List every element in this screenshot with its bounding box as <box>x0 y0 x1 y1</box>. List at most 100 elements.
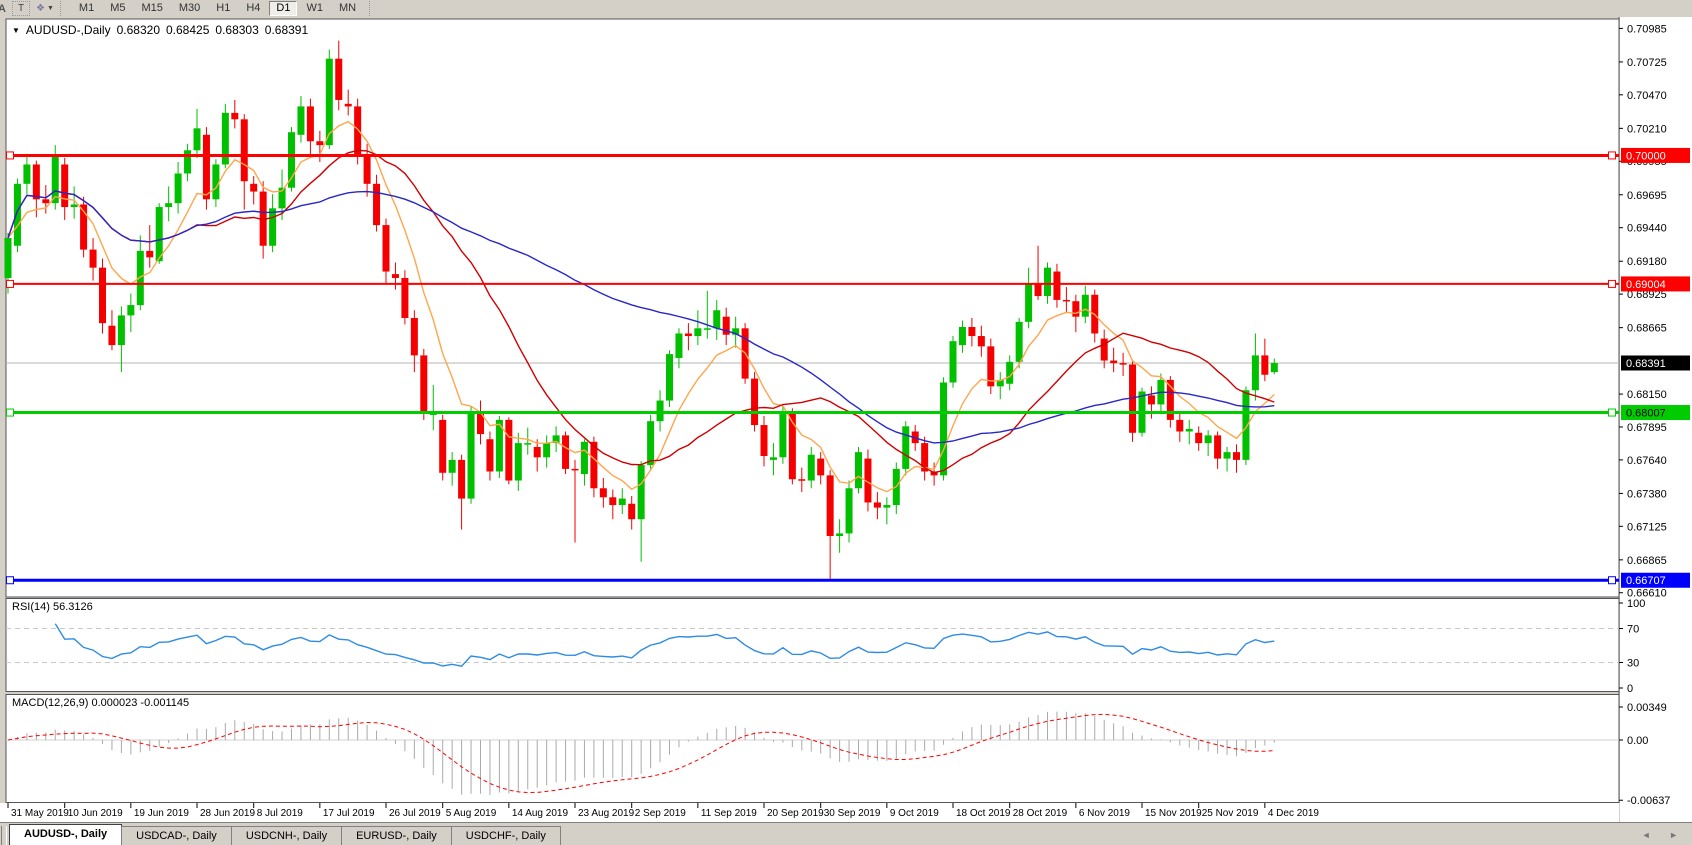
ma-slow-line <box>7 190 1275 444</box>
date-label: 28 Oct 2019 <box>1013 808 1068 819</box>
chart-window: 0.709850.707250.704700.702100.699550.696… <box>0 17 1692 822</box>
timeframe-button-mn[interactable]: MN <box>332 1 363 16</box>
line-handle[interactable] <box>1608 151 1616 160</box>
date-label: 11 Sep 2019 <box>701 808 757 819</box>
svg-text:0.70725: 0.70725 <box>1627 57 1667 69</box>
timeframe-button-h4[interactable]: H4 <box>239 1 267 16</box>
main-panel <box>5 18 1620 598</box>
macd-panel <box>5 694 1620 803</box>
date-label: 28 Jun 2019 <box>200 808 255 819</box>
date-label: 20 Sep 2019 <box>767 808 824 819</box>
svg-text:0.67125: 0.67125 <box>1627 521 1667 533</box>
arrows-tool-button[interactable]: ❖ ▼ <box>36 3 54 14</box>
price-badge-0.69004[interactable] <box>1621 276 1690 292</box>
dropdown-caret-icon: ▼ <box>46 5 54 12</box>
svg-text:0.70000: 0.70000 <box>1626 150 1666 162</box>
rsi-axis-label: 0 <box>1627 683 1633 695</box>
svg-text:0.68007: 0.68007 <box>1626 408 1666 420</box>
rsi-panel <box>5 598 1620 692</box>
price-badge-0.70000[interactable] <box>1621 147 1690 163</box>
svg-text:0.66865: 0.66865 <box>1627 555 1667 567</box>
collapse-arrow-icon[interactable]: ▼ <box>12 25 20 35</box>
line-handle[interactable] <box>6 279 14 288</box>
chart-tab-eurusd[interactable]: EURUSD-, Daily <box>341 826 452 845</box>
date-label: 23 Aug 2019 <box>578 808 635 819</box>
date-label: 14 Aug 2019 <box>512 808 569 819</box>
chart-tabs-bar: AUDUSD-, Daily USDCAD-, Daily USDCNH-, Dai… <box>0 822 1692 845</box>
svg-text:0.68925: 0.68925 <box>1627 289 1667 301</box>
rsi-line <box>54 623 1275 667</box>
open-value: 0.68320 <box>116 23 160 37</box>
date-label: 6 Nov 2019 <box>1079 808 1131 819</box>
chart-canvas[interactable]: 0.709850.707250.704700.702100.699550.696… <box>0 17 1692 822</box>
svg-text:0.66610: 0.66610 <box>1627 588 1667 600</box>
tab-scroll-arrows[interactable]: ◄ ► <box>1641 830 1686 840</box>
svg-text:0.67895: 0.67895 <box>1627 422 1667 434</box>
rsi-indicator-label: RSI(14) 56.3126 <box>12 601 93 613</box>
svg-text:0.70210: 0.70210 <box>1627 123 1667 135</box>
date-label: 5 Aug 2019 <box>446 808 497 819</box>
timeframe-button-d1[interactable]: D1 <box>269 1 298 16</box>
svg-text:0.67640: 0.67640 <box>1627 455 1667 467</box>
timeframe-button-w1[interactable]: W1 <box>299 1 330 16</box>
close-value: 0.68391 <box>264 23 309 37</box>
partial-cursor-icon: A <box>0 2 6 15</box>
svg-text:0.68665: 0.68665 <box>1627 323 1667 335</box>
time-axis-background <box>0 803 1619 822</box>
svg-text:0.69004: 0.69004 <box>1626 279 1666 291</box>
date-label: 10 Jun 2019 <box>68 808 123 819</box>
macd-axis-label: 0.00349 <box>1627 702 1667 714</box>
macd-axis-label: 0.00 <box>1627 735 1648 747</box>
date-label: 19 Jun 2019 <box>134 808 189 819</box>
chart-title: ▼ AUDUSD-,Daily 0.68320 0.68425 0.68303 … <box>12 23 308 37</box>
toolbar: A T ❖ ▼ M1 M5 M15 M30 H1 H4 D1 W1 MN <box>0 0 1692 17</box>
macd-axis-label: -0.00637 <box>1627 795 1670 807</box>
svg-text:0.70470: 0.70470 <box>1627 90 1667 102</box>
toolbar-separator <box>59 1 66 16</box>
line-handle[interactable] <box>6 151 14 160</box>
date-label: 4 Dec 2019 <box>1268 808 1320 819</box>
symbol-period-label: AUDUSD-,Daily <box>25 23 111 37</box>
chart-tab-usdcad[interactable]: USDCAD-, Daily <box>121 826 232 845</box>
timeframe-toolbar: M1 M5 M15 M30 H1 H4 D1 W1 MN <box>72 1 363 16</box>
chart-tab-audusd[interactable]: AUDUSD-, Daily <box>9 824 123 845</box>
svg-text:0.69440: 0.69440 <box>1627 223 1667 235</box>
svg-text:0.69695: 0.69695 <box>1627 190 1667 202</box>
svg-text:0.67380: 0.67380 <box>1627 488 1667 500</box>
rsi-axis-label: 100 <box>1627 598 1645 610</box>
svg-text:0.68391: 0.68391 <box>1626 358 1666 370</box>
timeframe-button-h1[interactable]: H1 <box>209 1 237 16</box>
line-handle[interactable] <box>6 576 14 585</box>
arrows-tool-icon: ❖ <box>36 3 45 14</box>
timeframe-button-m1[interactable]: M1 <box>72 1 101 16</box>
ma-mid-line <box>7 149 1275 474</box>
ma-fast-line <box>7 120 1275 493</box>
svg-text:0.69180: 0.69180 <box>1627 256 1667 268</box>
line-handle[interactable] <box>1608 576 1616 585</box>
price-badge-0.68007[interactable] <box>1621 405 1690 421</box>
toolbar-separator <box>369 1 375 16</box>
rsi-axis-label: 70 <box>1627 624 1639 636</box>
line-handle[interactable] <box>1608 408 1616 417</box>
timeframe-button-m15[interactable]: M15 <box>134 1 169 16</box>
timeframe-button-m5[interactable]: M5 <box>103 1 132 16</box>
chart-tab-usdcnh[interactable]: USDCNH-, Daily <box>230 826 343 845</box>
price-badge-0.66707[interactable] <box>1621 572 1690 588</box>
date-label: 8 Jul 2019 <box>257 808 304 819</box>
macd-histogram <box>16 711 1275 796</box>
line-handle[interactable] <box>6 408 14 417</box>
current-price-badge[interactable] <box>1621 355 1690 371</box>
timeframe-button-m30[interactable]: M30 <box>172 1 207 16</box>
date-label: 26 Jul 2019 <box>389 808 441 819</box>
svg-text:0.66707: 0.66707 <box>1626 575 1666 587</box>
line-handle[interactable] <box>1608 279 1616 288</box>
date-label: 18 Oct 2019 <box>956 808 1011 819</box>
chart-tab-usdchf[interactable]: USDCHF-, Daily <box>450 826 561 845</box>
date-label: 17 Jul 2019 <box>323 808 375 819</box>
date-label: 9 Oct 2019 <box>890 808 939 819</box>
text-tool-button[interactable]: T <box>12 1 30 16</box>
date-label: 25 Nov 2019 <box>1202 808 1259 819</box>
date-label: 30 Sep 2019 <box>824 808 881 819</box>
